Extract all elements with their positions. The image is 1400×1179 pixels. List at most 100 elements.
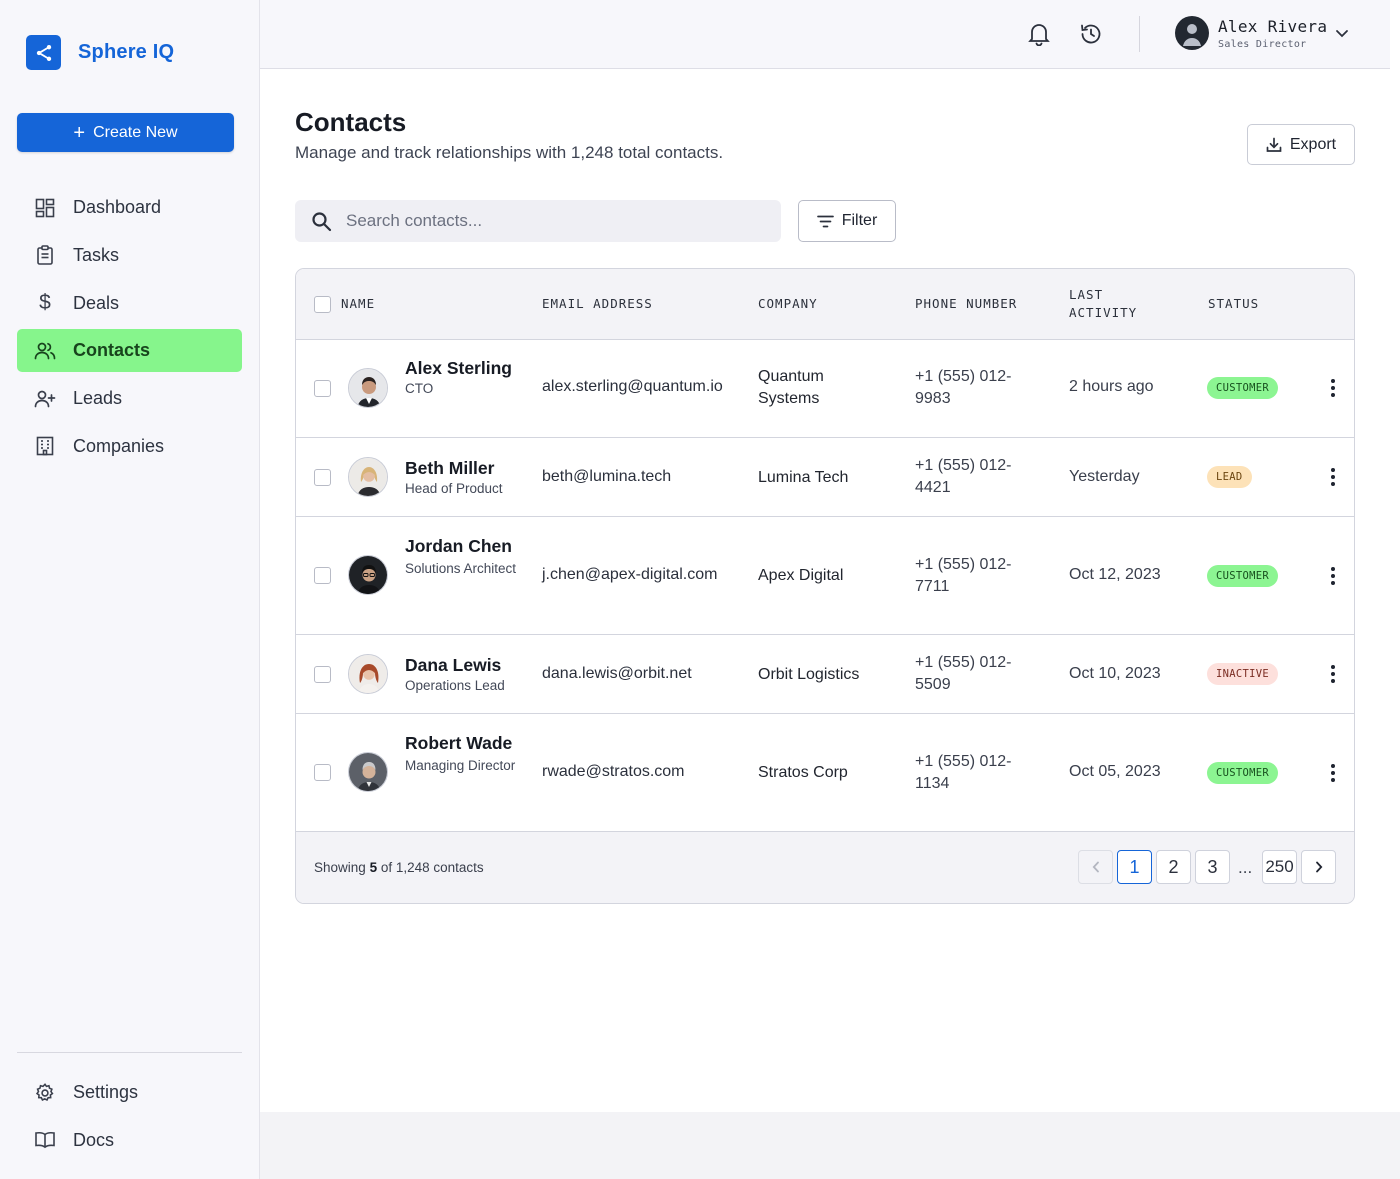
row-checkbox[interactable]: [314, 666, 331, 683]
contact-name[interactable]: Beth Miller Head of Product: [405, 458, 535, 498]
column-header-company[interactable]: COMPANY: [758, 296, 818, 311]
row-checkbox[interactable]: [314, 764, 331, 781]
contact-role: Solutions Architect: [405, 561, 517, 576]
contact-company: Orbit Logistics: [758, 666, 860, 683]
contact-company: Apex Digital: [758, 567, 844, 584]
search-input[interactable]: [346, 211, 746, 231]
contact-email[interactable]: j.chen@apex-digital.com: [542, 566, 718, 583]
sidebar-item-contacts[interactable]: Contacts: [17, 329, 242, 373]
contact-phone: +1 (555) 012-7711: [915, 556, 1012, 595]
column-header-status[interactable]: STATUS: [1208, 296, 1260, 311]
status-badge: CUSTOMER: [1207, 565, 1278, 587]
history-icon[interactable]: [1077, 20, 1105, 48]
contact-name[interactable]: Dana Lewis Operations Lead: [405, 655, 535, 695]
sidebar-item-dashboard[interactable]: Dashboard: [17, 186, 242, 229]
more-options-icon[interactable]: [1326, 467, 1340, 487]
contact-company: Quantum Systems: [758, 368, 824, 407]
avatar: [348, 555, 388, 595]
more-options-icon[interactable]: [1326, 763, 1340, 783]
showing-suffix: of 1,248 contacts: [380, 860, 484, 875]
search-bar[interactable]: [295, 200, 781, 242]
user-menu[interactable]: Alex Rivera Sales Director: [1175, 16, 1349, 50]
page-button-2[interactable]: 2: [1156, 850, 1191, 884]
sidebar-item-docs[interactable]: Docs: [17, 1119, 242, 1162]
contact-role: Operations Lead: [405, 678, 505, 693]
table-row[interactable]: Dana Lewis Operations Lead dana.lewis@or…: [296, 635, 1354, 714]
export-label: Export: [1289, 135, 1337, 153]
sidebar-item-leads[interactable]: Leads: [17, 377, 242, 420]
page-button-1[interactable]: 1: [1117, 850, 1152, 884]
prev-page-button[interactable]: [1078, 850, 1113, 884]
book-icon: [34, 1129, 56, 1151]
next-page-button[interactable]: [1301, 850, 1336, 884]
avatar: [348, 368, 388, 408]
contact-last-activity: 2 hours ago: [1069, 378, 1154, 395]
page-button-last[interactable]: 250: [1262, 850, 1297, 884]
column-header-email[interactable]: EMAIL ADDRESS: [542, 296, 653, 311]
contact-last-activity: Oct 05, 2023: [1069, 763, 1161, 780]
contact-email[interactable]: dana.lewis@orbit.net: [542, 665, 692, 682]
sidebar-item-label: Tasks: [73, 244, 120, 265]
search-icon: [312, 211, 332, 231]
bell-icon[interactable]: [1025, 20, 1053, 48]
contact-company: Lumina Tech: [758, 469, 849, 486]
sidebar-item-label: Contacts: [73, 340, 151, 361]
building-icon: [34, 435, 56, 457]
chevron-left-icon: [1092, 861, 1099, 873]
select-all-checkbox[interactable]: [314, 296, 331, 313]
sidebar-item-settings[interactable]: Settings: [17, 1071, 242, 1114]
sidebar-item-label: Docs: [73, 1129, 115, 1150]
column-header-phone[interactable]: PHONE NUMBER: [915, 296, 1018, 311]
page-right-edge: [1390, 0, 1400, 1112]
clipboard-icon: [34, 244, 56, 266]
create-new-button[interactable]: + Create New: [17, 113, 234, 152]
contact-email[interactable]: alex.sterling@quantum.io: [542, 378, 723, 395]
more-options-icon[interactable]: [1326, 378, 1340, 398]
sidebar-item-deals[interactable]: $ Deals: [17, 282, 242, 325]
column-header-name[interactable]: NAME: [341, 296, 376, 311]
table-row[interactable]: Beth Miller Head of Product beth@lumina.…: [296, 438, 1354, 517]
table-row[interactable]: Alex Sterling CTO alex.sterling@quantum.…: [296, 340, 1354, 438]
contact-role: Managing Director: [405, 758, 516, 773]
column-header-last-activity[interactable]: LAST ACTIVITY: [1069, 287, 1138, 320]
row-checkbox[interactable]: [314, 380, 331, 397]
contact-email[interactable]: beth@lumina.tech: [542, 468, 672, 485]
avatar: [348, 654, 388, 694]
user-name: Alex Rivera: [1218, 16, 1328, 36]
more-options-icon[interactable]: [1326, 664, 1340, 684]
avatar: [348, 457, 388, 497]
contact-name[interactable]: Jordan Chen Solutions Architect: [405, 536, 520, 578]
table-row[interactable]: Robert Wade Managing Director rwade@stra…: [296, 714, 1354, 832]
sidebar-nav: Dashboard Tasks $ Deals Contacts: [17, 186, 242, 473]
contact-name-text: Beth Miller: [405, 458, 495, 478]
gear-icon: [34, 1082, 56, 1104]
create-new-label: Create New: [93, 123, 178, 141]
download-icon: [1266, 137, 1282, 152]
main-content: Contacts Manage and track relationships …: [260, 69, 1390, 1112]
contact-name[interactable]: Robert Wade Managing Director: [405, 733, 520, 775]
share-icon: [26, 35, 61, 70]
more-options-icon[interactable]: [1326, 566, 1340, 586]
sidebar-item-tasks[interactable]: Tasks: [17, 234, 242, 277]
table-row[interactable]: Jordan Chen Solutions Architect j.chen@a…: [296, 517, 1354, 635]
contact-email[interactable]: rwade@stratos.com: [542, 763, 685, 780]
brand-name: Sphere IQ: [78, 41, 175, 63]
table-footer: Showing 5 of 1,248 contacts 1 2 3 ... 25…: [296, 832, 1354, 903]
brand[interactable]: Sphere IQ: [26, 35, 174, 70]
contact-last-activity: Yesterday: [1069, 468, 1140, 485]
export-button[interactable]: Export: [1247, 124, 1355, 165]
page-button-3[interactable]: 3: [1195, 850, 1230, 884]
table-header: NAME EMAIL ADDRESS COMPANY PHONE NUMBER …: [296, 269, 1354, 340]
page-subtitle: Manage and track relationships with 1,24…: [295, 143, 724, 162]
dollar-icon: $: [39, 291, 51, 315]
contact-last-activity: Oct 10, 2023: [1069, 665, 1161, 682]
sidebar-item-companies[interactable]: Companies: [17, 425, 242, 468]
user-role: Sales Director: [1218, 38, 1307, 50]
row-checkbox[interactable]: [314, 567, 331, 584]
contact-role: Head of Product: [405, 481, 503, 496]
filter-button[interactable]: Filter: [798, 200, 896, 242]
contact-name[interactable]: Alex Sterling CTO: [405, 358, 520, 398]
top-bar: Alex Rivera Sales Director: [260, 0, 1390, 69]
dashboard-icon: [34, 197, 56, 219]
row-checkbox[interactable]: [314, 469, 331, 486]
